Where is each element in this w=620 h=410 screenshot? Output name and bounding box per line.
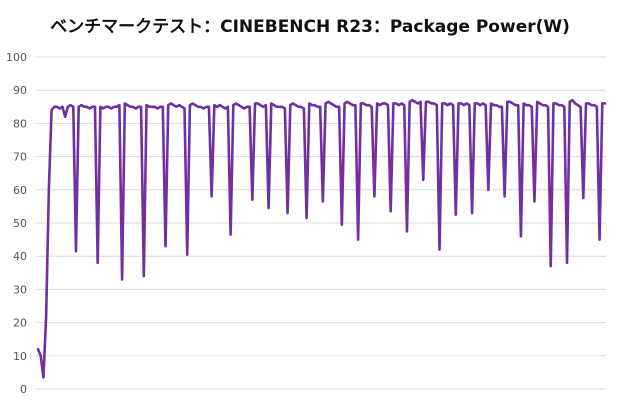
chart-title: ベンチマークテスト：CINEBENCH R23：Package Power(W) (50, 17, 570, 37)
y-tick-label-30: 30 (13, 283, 27, 296)
y-tick-label-80: 80 (13, 117, 27, 130)
gridlines (36, 56, 606, 357)
y-tick-label-40: 40 (13, 250, 27, 263)
y-tick-label-70: 70 (13, 151, 27, 164)
series-line-0 (36, 98, 607, 379)
series-layer (36, 98, 607, 379)
y-tick-label-100: 100 (6, 51, 27, 64)
y-tick-label-60: 60 (13, 184, 27, 197)
y-tick-label-20: 20 (13, 317, 27, 330)
y-tick-label-90: 90 (13, 84, 27, 97)
y-tick-label-0: 0 (20, 383, 27, 396)
y-tick-label-50: 50 (13, 217, 27, 230)
y-axis-tick-labels: 0 10 20 30 40 50 60 70 80 90 100 (6, 51, 27, 396)
y-tick-label-10: 10 (13, 350, 27, 363)
